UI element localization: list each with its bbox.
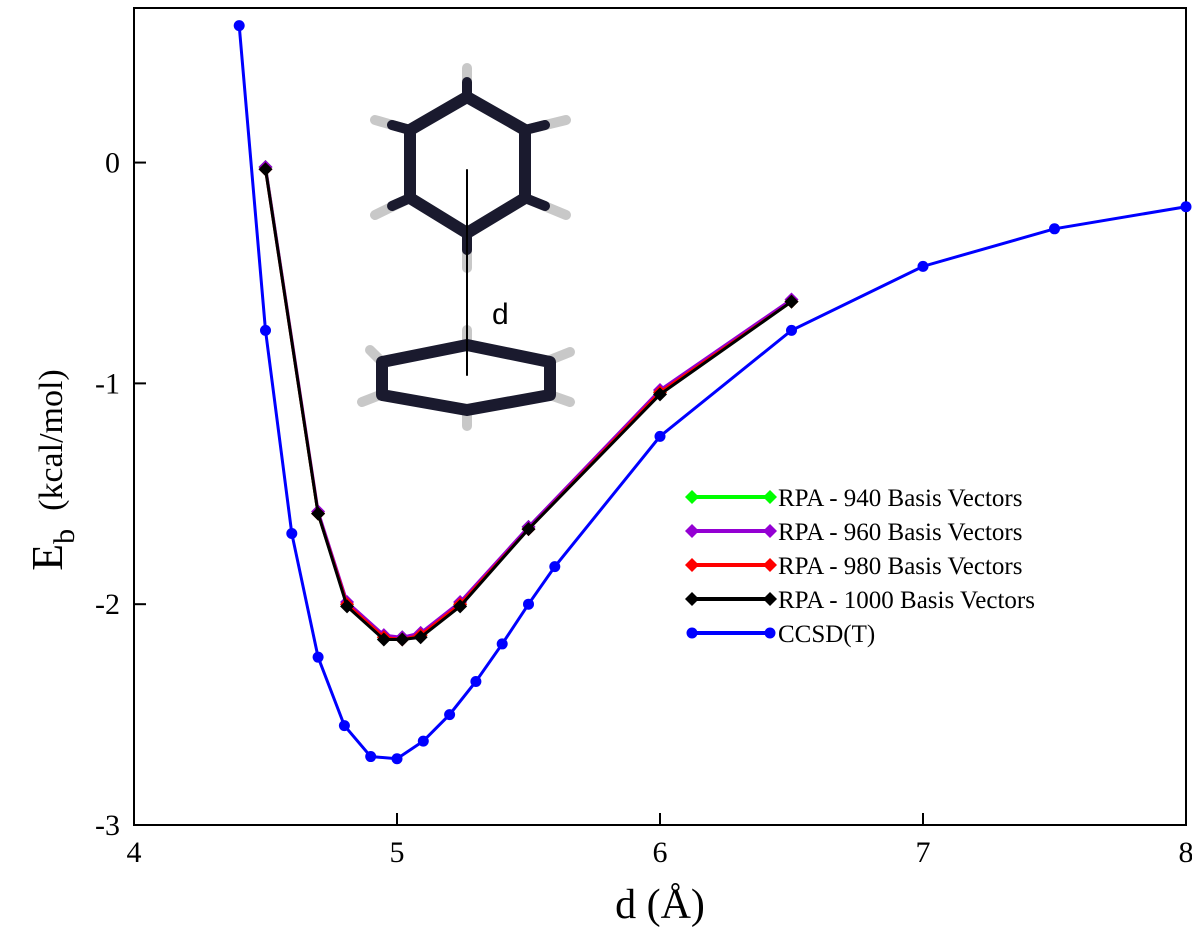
point xyxy=(685,524,699,538)
point xyxy=(784,294,799,309)
point xyxy=(786,324,797,336)
point xyxy=(365,751,377,763)
point xyxy=(1049,223,1060,235)
legend-label: RPA - 1000 Basis Vectors xyxy=(778,587,1035,614)
y-label-main: E xyxy=(23,544,72,571)
x-tick-label: 6 xyxy=(653,836,668,869)
legend-label: CCSD(T) xyxy=(778,621,875,648)
series-line xyxy=(264,168,793,642)
point xyxy=(763,490,777,504)
point xyxy=(260,324,271,336)
y-tick-label: -2 xyxy=(95,588,120,621)
point xyxy=(496,638,508,650)
point xyxy=(1180,201,1192,213)
point xyxy=(338,720,350,732)
point xyxy=(521,522,536,537)
point xyxy=(686,627,698,639)
point xyxy=(286,528,298,540)
point xyxy=(376,632,391,647)
x-axis-label: d (Å) xyxy=(615,882,705,928)
point xyxy=(685,558,699,572)
annotation: d xyxy=(492,298,509,331)
point xyxy=(453,599,468,614)
point xyxy=(391,753,403,765)
point xyxy=(395,632,410,647)
point xyxy=(764,627,776,639)
point xyxy=(233,20,245,32)
y-tick-label: -1 xyxy=(95,367,120,400)
molecule-inset xyxy=(357,63,575,431)
x-tick-label: 7 xyxy=(916,836,931,869)
legend-label: RPA - 940 Basis Vectors xyxy=(778,485,1022,512)
point xyxy=(311,506,326,521)
x-tick-label: 4 xyxy=(127,836,142,869)
point xyxy=(312,651,324,663)
point xyxy=(763,524,777,538)
y-tick-label: 0 xyxy=(105,147,120,180)
y-axis-label: Eb (kcal/mol) xyxy=(23,369,81,571)
point xyxy=(917,260,929,272)
point xyxy=(685,490,699,504)
point xyxy=(417,735,429,747)
legend-label: RPA - 960 Basis Vectors xyxy=(778,519,1022,546)
point xyxy=(763,592,777,606)
point xyxy=(258,162,273,177)
plot-frame xyxy=(133,7,1187,826)
y-tick-label: -3 xyxy=(95,809,120,842)
point xyxy=(654,430,666,442)
y-label-sub: b xyxy=(48,529,81,544)
x-tick-label: 8 xyxy=(1179,836,1192,869)
point xyxy=(653,387,667,402)
legend-label: RPA - 980 Basis Vectors xyxy=(778,553,1022,580)
point xyxy=(763,558,777,572)
point xyxy=(523,598,534,610)
legend: RPA - 940 Basis Vectors RPA - 960 Basis V… xyxy=(685,485,1035,648)
point xyxy=(340,599,355,614)
x-tick-label: 5 xyxy=(390,836,405,869)
series-line xyxy=(237,25,1187,761)
point xyxy=(685,592,699,606)
point xyxy=(413,630,428,645)
point xyxy=(444,709,456,721)
point xyxy=(549,561,561,573)
y-label-unit: (kcal/mol) xyxy=(33,369,70,511)
point xyxy=(470,675,482,687)
